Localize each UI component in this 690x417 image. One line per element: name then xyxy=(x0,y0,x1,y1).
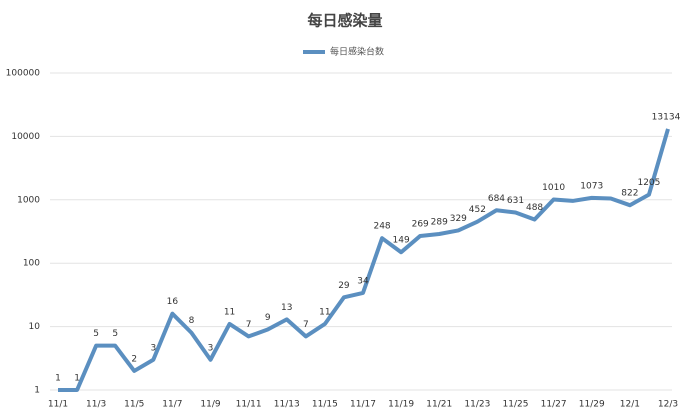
data-label: 13134 xyxy=(652,112,681,122)
data-label: 11 xyxy=(224,307,235,317)
x-tick-label: 11/9 xyxy=(200,400,220,410)
x-tick-label: 11/25 xyxy=(503,400,529,410)
data-label: 9 xyxy=(265,313,271,323)
data-label: 329 xyxy=(450,214,467,224)
y-tick-label: 1 xyxy=(34,386,40,396)
x-tick-label: 11/21 xyxy=(426,400,452,410)
data-label: 1 xyxy=(55,374,61,384)
x-tick-label: 11/23 xyxy=(464,400,490,410)
y-tick-label: 100 xyxy=(23,259,40,269)
x-tick-label: 12/3 xyxy=(658,400,678,410)
data-label: 13 xyxy=(281,303,292,313)
data-label: 2 xyxy=(131,354,137,364)
data-label: 5 xyxy=(112,329,118,339)
data-label: 269 xyxy=(412,219,429,229)
chart-title: 每日感染量 xyxy=(307,12,382,30)
x-tick-label: 11/19 xyxy=(388,400,414,410)
x-tick-label: 12/1 xyxy=(620,400,640,410)
data-label: 29 xyxy=(338,281,350,291)
x-tick-label: 11/5 xyxy=(124,400,144,410)
data-label: 631 xyxy=(507,196,524,206)
data-label: 149 xyxy=(393,236,410,246)
data-label: 1073 xyxy=(580,181,603,191)
y-tick-label: 1000 xyxy=(17,195,40,205)
data-label: 16 xyxy=(167,297,179,307)
y-tick-label: 100000 xyxy=(6,69,41,79)
x-tick-label: 11/7 xyxy=(162,400,182,410)
data-label: 1205 xyxy=(637,178,660,188)
data-label: 1010 xyxy=(542,183,565,193)
data-label: 289 xyxy=(431,217,448,227)
x-tick-label: 11/1 xyxy=(48,400,68,410)
data-label: 8 xyxy=(189,316,195,326)
data-label: 7 xyxy=(303,320,309,330)
data-label: 1 xyxy=(74,374,80,384)
y-tick-label: 10 xyxy=(29,322,41,332)
y-tick-label: 10000 xyxy=(11,132,40,142)
x-tick-label: 11/13 xyxy=(274,400,300,410)
data-label: 684 xyxy=(488,194,505,204)
data-label: 488 xyxy=(526,203,543,213)
data-label: 3 xyxy=(208,343,214,353)
x-tick-label: 11/15 xyxy=(312,400,338,410)
data-label: 7 xyxy=(246,320,252,330)
data-label: 822 xyxy=(621,189,638,199)
data-label: 11 xyxy=(319,307,330,317)
series-line xyxy=(58,128,670,392)
x-tick-label: 11/3 xyxy=(86,400,106,410)
x-tick-label: 11/27 xyxy=(541,400,567,410)
data-label: 5 xyxy=(93,329,99,339)
x-tick-label: 11/11 xyxy=(236,400,262,410)
x-tick-label: 11/29 xyxy=(579,400,605,410)
x-tick-label: 11/17 xyxy=(350,400,376,410)
data-label: 452 xyxy=(469,205,486,215)
data-label: 248 xyxy=(373,222,390,232)
data-label: 34 xyxy=(357,276,369,286)
data-label: 3 xyxy=(150,343,156,353)
legend-label: 每日感染台数 xyxy=(330,46,384,58)
